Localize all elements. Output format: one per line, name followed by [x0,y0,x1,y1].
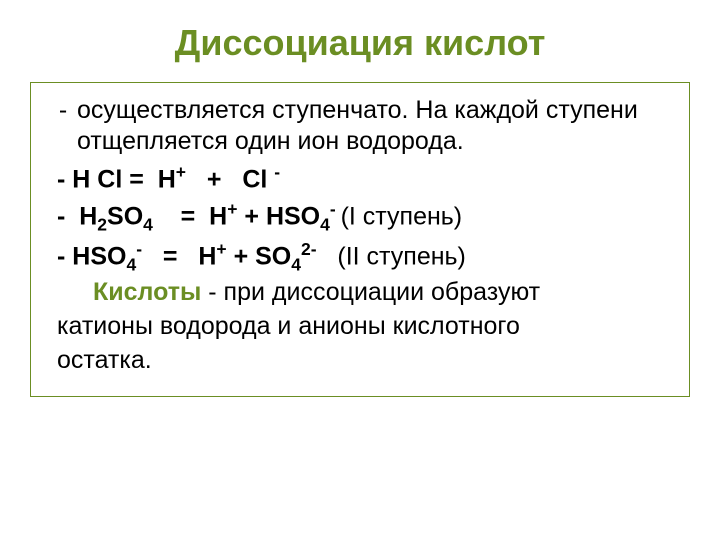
eq3-sp2 [317,242,338,270]
equation-h2so4: - H2SO4 = H+ + HSO4- (I ступень) [49,197,671,237]
eq1-rhs2: Cl [242,165,274,193]
intro-text: осуществляется ступенчато. На каждой сту… [77,95,671,158]
eq2-sp [153,202,174,230]
eq2-lhs-sub2: 4 [143,214,153,234]
eq3-lhs-base: HSO [72,242,126,270]
eq1-rhs2-sup: - [274,162,280,182]
eq2-rhs1-sup: + [227,199,237,219]
bullet-marker: - [49,95,77,158]
equation-hso4: - HSO4- = H+ + SO42- (II ступень) [49,237,671,277]
eq3-rhs2: SO [255,242,291,270]
eq2-rhs2: HSO [266,202,320,230]
definition-keyword: Кислоты [93,278,201,306]
equation-hcl: - H Cl = H+ + Cl - [49,160,671,197]
eq3-rhs2-sub: 4 [291,254,301,274]
definition-line1-tail: - при диссоциации образуют [201,278,540,306]
eq2-rhs2-sub: 4 [320,214,330,234]
eq1-lhs: H Cl [72,165,122,193]
eq1-plus: + [186,165,242,193]
eq2-note: (I ступень) [341,202,463,230]
eq1-sp1 [151,165,158,193]
eq3-lhs-sub: 4 [126,254,136,274]
eq1-prefix: - [57,165,72,193]
eq2-prefix: - [57,202,79,230]
eq2-rhs2-sup: - [330,199,341,219]
definition-line2: катионы водорода и анионы кислотного [49,310,671,344]
eq3-sp [142,242,156,270]
intro-bullet: - осуществляется ступенчато. На каждой с… [49,95,671,158]
eq3-eq: = [156,242,198,270]
eq3-rhs2-sup: 2- [301,239,317,259]
eq2-lhs-base: H [79,202,97,230]
definition-line3: остатка. [49,344,671,378]
eq3-prefix: - [57,242,72,270]
eq1-eq: = [122,165,151,193]
eq2-rhs1: H [209,202,227,230]
definition-line1: Кислоты - при диссоциации образуют [49,276,671,310]
eq2-lhs-sub: 2 [97,214,107,234]
eq1-rhs1: H [158,165,176,193]
eq3-rhs1-sup: + [216,239,226,259]
eq2-eq: = [174,202,209,230]
eq2-plus: + [237,202,266,230]
slide-title: Диссоциация кислот [30,22,690,64]
eq3-note: (II ступень) [337,242,466,270]
eq1-rhs1-sup: + [176,162,186,182]
eq3-rhs1: H [198,242,216,270]
eq3-plus: + [227,242,256,270]
content-box: - осуществляется ступенчато. На каждой с… [30,82,690,397]
eq2-lhs-tail: SO [107,202,143,230]
